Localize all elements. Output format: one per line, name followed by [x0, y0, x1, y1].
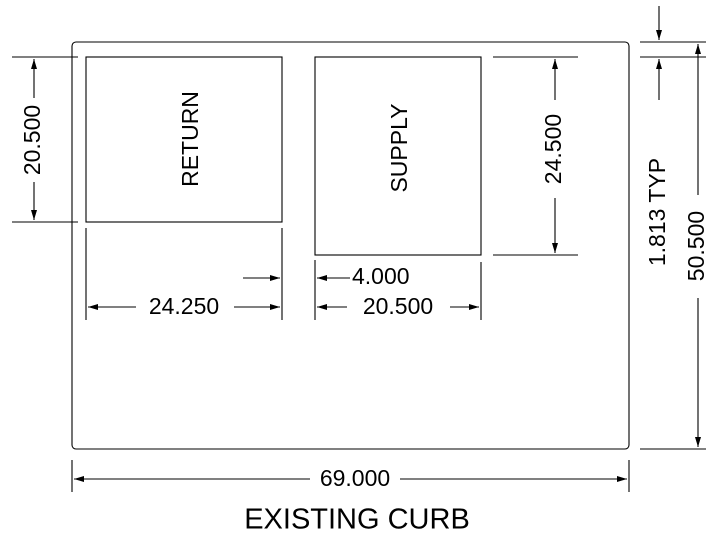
return-width-label: 24.250 [149, 293, 219, 319]
overall-height-label: 50.500 [683, 211, 709, 281]
supply-width-label: 20.500 [363, 293, 433, 319]
edge-offset-label: 1.813 TYP [644, 158, 670, 266]
drawing-caption: EXISTING CURB [244, 504, 470, 536]
opening-gap-label: 4.000 [352, 263, 410, 289]
overall-width-dimension: 69.000 [71, 460, 630, 492]
overall-width-label: 69.000 [320, 465, 390, 491]
supply-width-dimension: 20.500 [317, 262, 482, 320]
return-height-label: 20.500 [19, 105, 45, 175]
supply-label: SUPPLY [386, 103, 412, 192]
edge-offset-dimension: 1.813 TYP [640, 6, 706, 266]
supply-opening [314, 56, 482, 256]
overall-height-dimension: 50.500 [640, 44, 709, 450]
curb-outline [71, 41, 630, 450]
opening-gap-dimension: 4.000 [243, 260, 410, 320]
return-width-dimension: 24.250 [85, 228, 283, 320]
supply-height-label: 24.500 [540, 114, 566, 184]
return-opening [85, 56, 283, 223]
return-height-dimension: 20.500 [12, 56, 78, 223]
return-label: RETURN [177, 91, 203, 187]
supply-height-dimension: 24.500 [493, 56, 578, 256]
